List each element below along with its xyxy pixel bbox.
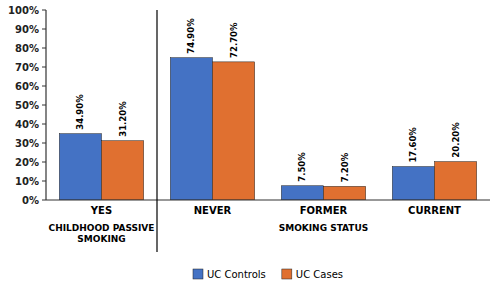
y-tick-label: 20% [15,157,39,168]
data-labels: 34.90% 74.90% 7.50% 17.60% 31.20% 72.70% 7.20%… [75,18,460,183]
x-axis: YES NEVER FORMER CURRENT [90,205,461,216]
data-label: 34.90% [75,94,85,130]
data-label: 31.20% [118,101,128,137]
data-label: 74.90% [186,18,196,54]
x-tick-label: FORMER [300,205,348,216]
data-label: 20.20% [451,122,461,158]
y-tick-label: 30% [15,138,39,149]
bar [102,141,144,200]
y-axis-line [45,10,46,200]
bars [59,58,476,200]
data-label: 7.20% [340,152,350,182]
bar [170,58,212,200]
y-tick-label: 90% [15,24,39,35]
bar [435,162,477,200]
bar [59,134,101,200]
x-tick-label: CURRENT [408,205,461,216]
y-tick-label: 50% [15,100,39,111]
legend-label: UC Controls [207,269,266,280]
bar [213,62,255,200]
legend-swatch [282,269,292,279]
data-label: 72.70% [229,22,239,58]
y-tick-label: 70% [15,62,39,73]
legend: UC Controls UC Cases [193,269,343,280]
data-label: 17.60% [408,127,418,163]
y-tick-label: 40% [15,119,39,130]
annotation: SMOKING STATUS [279,223,369,233]
data-label: 7.50% [297,152,307,182]
legend-label: UC Cases [296,269,343,280]
annotation-line: CHILDHOOD PASSIVE [49,223,155,233]
legend-swatch [193,269,203,279]
y-tick-label: 0% [22,195,39,206]
annotation-line: SMOKING [77,234,125,244]
x-tick-label: NEVER [194,205,232,216]
y-tick-label: 80% [15,43,39,54]
bar [324,186,366,200]
y-axis: 0% 10% 20% 30% 40% 50% 60% 70% 80% 90% 100% [8,5,46,206]
annotation: CHILDHOOD PASSIVESMOKING [49,223,155,244]
legend-item: UC Cases [282,269,343,280]
separator [156,10,157,252]
legend-item: UC Controls [193,269,266,280]
annotation-line: SMOKING STATUS [279,223,369,233]
y-tick-label: 100% [8,5,39,16]
bar [392,167,434,200]
x-tick-label: YES [90,205,112,216]
x-axis-line [46,199,490,200]
y-tick-label: 10% [15,176,39,187]
bar [281,186,323,200]
y-tick-label: 60% [15,81,39,92]
